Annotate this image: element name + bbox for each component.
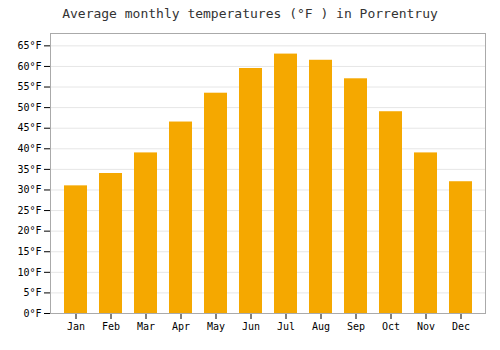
svg-text:25°F: 25°F [17, 205, 41, 216]
svg-text:Apr: Apr [172, 321, 190, 332]
svg-text:45°F: 45°F [17, 122, 41, 133]
svg-text:15°F: 15°F [17, 246, 41, 257]
svg-text:60°F: 60°F [17, 61, 41, 72]
svg-text:0°F: 0°F [23, 308, 41, 319]
svg-text:Jun: Jun [242, 321, 260, 332]
svg-text:10°F: 10°F [17, 267, 41, 278]
svg-text:Dec: Dec [452, 321, 470, 332]
svg-text:May: May [207, 321, 225, 332]
svg-text:Nov: Nov [417, 321, 435, 332]
svg-text:Jul: Jul [277, 321, 295, 332]
svg-text:35°F: 35°F [17, 164, 41, 175]
svg-text:Sep: Sep [347, 321, 365, 332]
svg-text:Aug: Aug [312, 321, 330, 332]
svg-text:50°F: 50°F [17, 102, 41, 113]
html-text:Average monthly temperatures (: Average monthly temperatures (°F ) in Po… [62, 6, 438, 21]
svg-text:40°F: 40°F [17, 143, 41, 154]
svg-text:65°F: 65°F [17, 40, 41, 51]
svg-text:55°F: 55°F [17, 81, 41, 92]
svg-text:20°F: 20°F [17, 225, 41, 236]
svg-text:Jan: Jan [67, 321, 85, 332]
svg-text:5°F: 5°F [23, 287, 41, 298]
svg-text:30°F: 30°F [17, 184, 41, 195]
svg-text:Feb: Feb [102, 321, 120, 332]
svg-text:Mar: Mar [137, 321, 155, 332]
svg-text:Oct: Oct [382, 321, 400, 332]
